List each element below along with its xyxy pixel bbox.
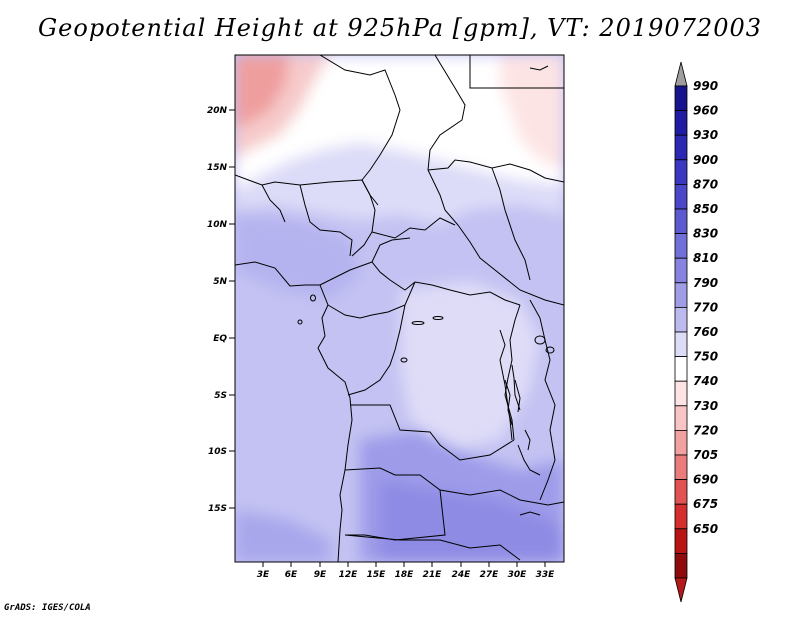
colorbar-swatch <box>674 553 688 579</box>
lon-label-30e: 30E <box>508 570 528 580</box>
colorbar-swatch <box>674 479 688 505</box>
lat-label-5n: 5N <box>213 277 227 287</box>
lon-label-15e: 15E <box>367 570 387 580</box>
lat-label-eq: EQ <box>213 334 227 344</box>
colorbar-swatch <box>674 233 688 259</box>
lat-label-20n: 20N <box>207 106 228 116</box>
colorbar-swatch <box>674 503 688 530</box>
lat-label-10s: 10S <box>208 447 227 457</box>
lon-label-21e: 21E <box>423 570 443 580</box>
lat-label-5s: 5S <box>214 391 227 401</box>
colorbar-swatch <box>674 208 688 235</box>
colorbar-label: 690 <box>693 473 718 487</box>
colorbar-swatch <box>674 306 688 333</box>
colorbar-swatch <box>674 159 688 185</box>
lat-label-10n: 10N <box>207 220 228 230</box>
lat-label-15n: 15N <box>207 163 228 173</box>
colorbar-swatch <box>674 454 688 481</box>
colorbar-label: 750 <box>693 350 718 364</box>
lon-label-9e: 9E <box>314 570 327 580</box>
lon-label-3e: 3E <box>257 570 270 580</box>
colorbar: 990 960 930 900 870 850 830 810 790 770 760 750 740 7… <box>674 61 718 603</box>
colorbar-label: 850 <box>693 202 718 216</box>
lat-label-15s: 15S <box>208 504 227 514</box>
footer-credit: GrADS: IGES/COLA <box>4 603 91 613</box>
lon-label-6e: 6E <box>285 570 298 580</box>
colorbar-label: 790 <box>693 276 718 290</box>
colorbar-label: 720 <box>693 423 718 437</box>
colorbar-swatch <box>674 429 688 456</box>
colorbar-label: 650 <box>693 522 718 536</box>
colorbar-label: 760 <box>693 325 718 339</box>
colorbar-swatch <box>674 110 688 136</box>
lakes <box>297 65 555 516</box>
colorbar-label: 730 <box>693 399 718 413</box>
colorbar-label: 675 <box>693 497 718 511</box>
map-frame <box>234 54 565 563</box>
colorbar-swatch <box>674 356 688 382</box>
colorbar-label: 770 <box>693 300 718 314</box>
colorbar-label: 810 <box>693 251 718 265</box>
latitude-axis: 20N 15N 10N 5N EQ 5S 10S 15S <box>207 106 235 514</box>
lon-label-27e: 27E <box>480 570 500 580</box>
colorbar-swatch <box>674 380 688 407</box>
colorbar-label: 990 <box>693 79 718 93</box>
colorbar-swatch <box>674 257 688 284</box>
country-boundaries <box>235 55 564 562</box>
colorbar-swatch <box>674 134 688 161</box>
colorbar-label: 705 <box>693 448 718 462</box>
height-field <box>235 55 564 562</box>
colorbar-top-arrow <box>674 61 688 87</box>
colorbar-swatch <box>674 528 688 554</box>
colorbar-swatch <box>674 331 688 358</box>
lon-label-24e: 24E <box>452 570 472 580</box>
colorbar-label: 830 <box>693 227 718 241</box>
colorbar-label: 900 <box>693 153 718 167</box>
lon-label-18e: 18E <box>395 570 415 580</box>
colorbar-swatch <box>674 282 688 308</box>
chart-title: Geopotential Height at 925hPa [gpm], VT:… <box>38 14 762 42</box>
colorbar-bottom-arrow <box>674 577 688 603</box>
colorbar-label: 740 <box>693 374 718 388</box>
lon-label-33e: 33E <box>536 570 556 580</box>
colorbar-swatch <box>674 405 688 431</box>
colorbar-label: 870 <box>693 177 718 191</box>
lon-label-12e: 12E <box>339 570 359 580</box>
colorbar-label: 960 <box>693 104 718 118</box>
colorbar-swatch <box>674 85 688 112</box>
longitude-axis: 3E 6E 9E 12E 15E 18E 21E 24E 27E 30E 33E <box>257 562 555 580</box>
colorbar-swatch <box>674 183 688 210</box>
colorbar-label: 930 <box>693 128 718 142</box>
